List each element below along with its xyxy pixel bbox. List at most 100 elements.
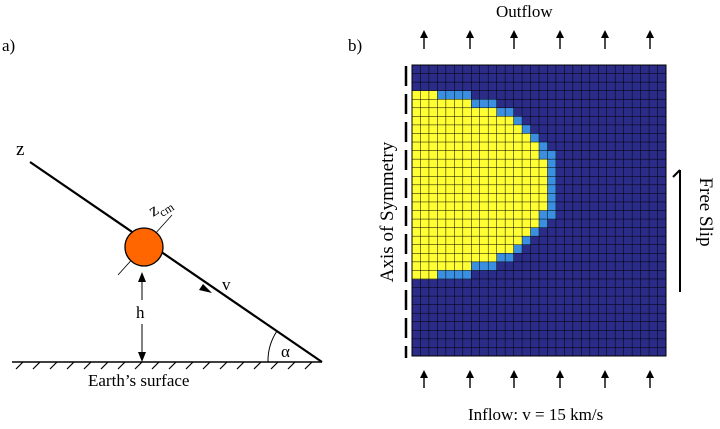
grid-cell: [488, 193, 497, 203]
grid-cell: [505, 150, 514, 160]
grid-cell: [488, 150, 497, 160]
grid-cell: [454, 107, 463, 117]
grid-cell: [437, 124, 447, 134]
simulation-grid: [411, 64, 667, 357]
grid-cell: [445, 244, 455, 254]
grid-cell: [505, 107, 514, 117]
grid-cell: [479, 253, 489, 263]
hatch-mark: [202, 361, 211, 370]
height-arrow-top: [138, 272, 146, 282]
grid-cell: [445, 210, 455, 220]
grid-cell: [539, 176, 548, 186]
grid-cell: [462, 227, 472, 237]
grid-cell: [437, 210, 447, 220]
grid-cell: [539, 219, 548, 228]
grid-cell: [420, 99, 430, 108]
grid-cell: [479, 261, 489, 271]
grid-cell: [412, 236, 421, 245]
grid-cell: [496, 184, 506, 194]
grid-cell: [522, 201, 531, 211]
inflow-arrows: [420, 370, 654, 388]
grid-cell: [437, 184, 447, 194]
hatch-mark: [287, 361, 296, 370]
panel-b: b) Outflow Axis of Symmetry Free Slip In…: [348, 2, 716, 424]
grid-cell: [437, 90, 447, 100]
grid-cell: [522, 219, 531, 228]
grid-cell: [505, 116, 514, 126]
grid-cell: [471, 142, 480, 151]
free-slip-arrowhead: [672, 169, 681, 178]
hatch-mark: [304, 361, 313, 370]
grid-cell: [428, 193, 438, 203]
grid-cell: [437, 201, 447, 211]
grid-cell: [428, 107, 438, 117]
grid-cell: [488, 107, 497, 117]
grid-cell: [420, 124, 430, 134]
grid-cell: [496, 176, 506, 186]
flow-arrow-head: [601, 370, 609, 378]
grid-cell: [496, 150, 506, 160]
flow-arrow-head: [601, 30, 609, 38]
grid-cell: [488, 244, 497, 254]
grid-cell: [462, 159, 472, 168]
grid-cell: [454, 116, 463, 126]
grid-cell: [513, 227, 523, 237]
grid-cell: [505, 193, 514, 203]
grid-cell: [471, 116, 480, 126]
grid-cell: [471, 150, 480, 160]
grid-cell: [412, 142, 421, 151]
grid-cell: [513, 150, 523, 160]
grid-cell: [462, 124, 472, 134]
grid-cell: [412, 244, 421, 254]
grid-cell: [445, 193, 455, 203]
grid-cell: [445, 270, 455, 280]
hatch-mark: [15, 361, 24, 370]
grid-cell: [445, 99, 455, 108]
grid-cell: [522, 184, 531, 194]
grid-cell: [428, 227, 438, 237]
cm-label-sub: cm: [157, 200, 177, 220]
grid-cell: [412, 193, 421, 203]
grid-cell: [412, 219, 421, 228]
grid-cell: [445, 219, 455, 228]
grid-cell: [496, 133, 506, 143]
flow-arrow-head: [466, 30, 474, 38]
grid-cell: [454, 227, 463, 237]
grid-cell: [530, 133, 540, 143]
height-label-bg: [134, 300, 150, 324]
free-slip-label: Free Slip: [695, 177, 716, 246]
grid-cell: [505, 159, 514, 168]
grid-cell: [412, 90, 421, 100]
flow-arrow-head: [646, 370, 654, 378]
grid-cell: [445, 142, 455, 151]
grid-cell: [412, 107, 421, 117]
grid-cell: [445, 184, 455, 194]
grid-cell: [462, 270, 472, 280]
grid-cell: [462, 244, 472, 254]
hatch-mark: [185, 361, 194, 370]
grid-cell: [522, 227, 531, 237]
grid-cell: [496, 201, 506, 211]
grid-cell: [420, 176, 430, 186]
grid-cell: [530, 193, 540, 203]
grid-cell: [496, 244, 506, 254]
grid-cell: [479, 201, 489, 211]
grid-cell: [412, 261, 421, 271]
grid-cell: [462, 167, 472, 177]
grid-cell: [547, 167, 557, 177]
grid-cell: [454, 150, 463, 160]
grid-cell: [513, 176, 523, 186]
grid-cell: [471, 201, 480, 211]
inflow-label: Inflow: v = 15 km/s: [468, 405, 603, 424]
grid-cell: [420, 261, 430, 271]
flow-arrow-head: [466, 370, 474, 378]
grid-cell: [522, 133, 531, 143]
grid-cell: [488, 167, 497, 177]
grid-cell: [479, 227, 489, 237]
grid-cell: [454, 167, 463, 177]
grid-cell: [462, 99, 472, 108]
hatch-mark: [49, 361, 58, 370]
grid-cell: [454, 142, 463, 151]
hatch-mark: [151, 361, 160, 370]
angle-label: α: [281, 342, 290, 361]
